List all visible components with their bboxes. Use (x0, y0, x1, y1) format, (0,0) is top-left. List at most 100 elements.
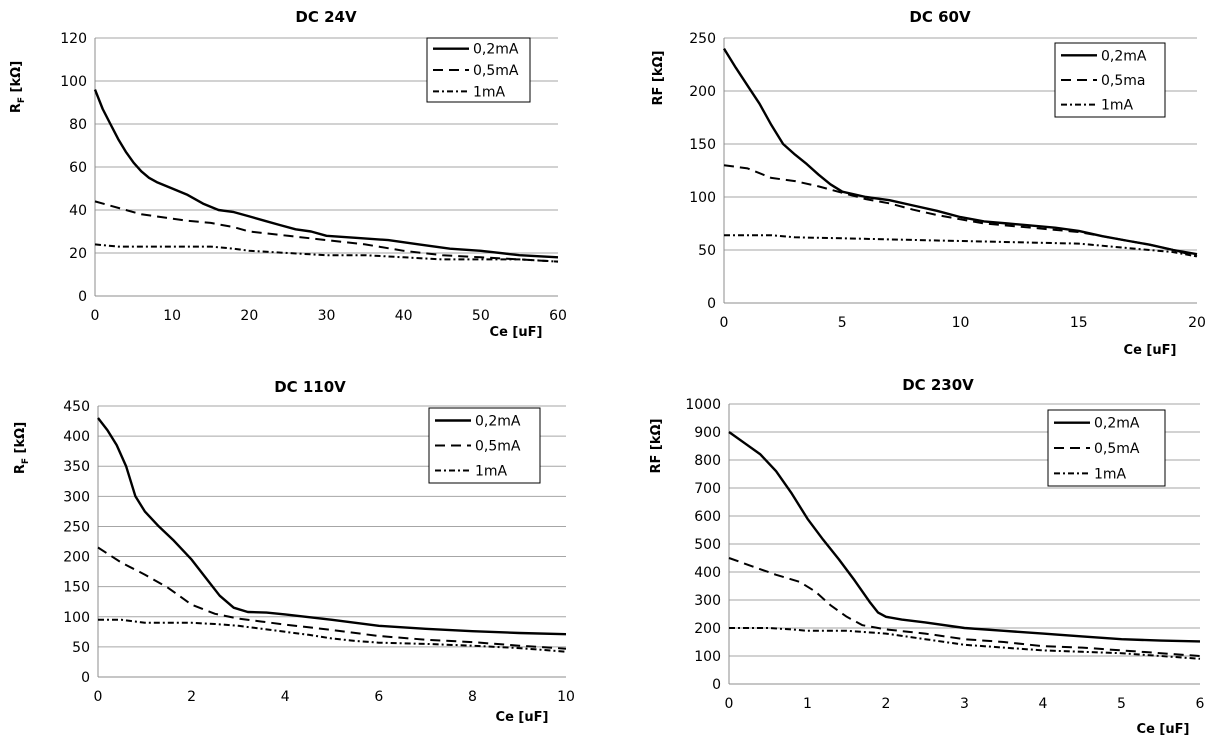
y-axis-label: RF [kΩ] (9, 61, 27, 113)
y-tick-label: 500 (694, 537, 721, 553)
y-tick-label: 150 (63, 580, 90, 596)
y-tick-label: 0 (712, 677, 721, 693)
legend-label: 1mA (473, 84, 506, 100)
x-tick-label: 60 (549, 308, 567, 324)
legend-label: 0,2mA (1094, 416, 1140, 432)
series-line-2 (97, 546, 567, 650)
legend-label: 1mA (1094, 466, 1127, 482)
x-tick-label: 2 (882, 696, 891, 712)
legend: 0,2mA 0,5mA 1mA (428, 407, 541, 484)
y-tick-label: 900 (694, 425, 721, 441)
y-tick-label: 20 (69, 246, 87, 262)
legend-label: 1mA (475, 464, 508, 480)
legend-label: 0,5mA (1094, 441, 1140, 457)
chart-dc-230v: 0 100 200 300 400 500 600 700 800 900 1000 0 1 2 3 4 5 6 D… (649, 376, 1205, 737)
y-tick-label: 400 (63, 429, 90, 445)
y-tick-label: 100 (694, 649, 721, 665)
x-tick-label: 40 (395, 308, 413, 324)
y-tick-label: 350 (63, 459, 90, 475)
y-tick-label: 200 (63, 550, 90, 566)
chart-dc-110v: 0 50 100 150 200 250 300 350 400 450 0 2 4 6 8 10 DC 110… (13, 378, 575, 725)
chart-title: DC 230V (902, 376, 974, 394)
series-line-3 (98, 618, 567, 653)
y-tick-label: 700 (694, 481, 721, 497)
y-tick-label: 100 (63, 610, 90, 626)
y-tick-label: 60 (69, 160, 87, 176)
x-tick-label: 5 (1117, 696, 1126, 712)
y-tick-label: 300 (694, 593, 721, 609)
y-tick-label: 50 (698, 243, 716, 259)
x-axis-label: Ce [uF] (496, 710, 549, 725)
x-tick-label: 0 (725, 696, 734, 712)
x-axis-label: Ce [uF] (1137, 722, 1190, 737)
y-tick-label: 100 (60, 74, 87, 90)
x-tick-label: 30 (318, 308, 336, 324)
series-line-1 (728, 431, 1201, 643)
series-line-1 (97, 417, 567, 636)
x-axis-label: Ce [uF] (490, 325, 543, 340)
chart-dc-60v: 0 50 100 150 200 250 0 5 10 15 20 DC 60V Ce [uF] RF [… (651, 8, 1206, 358)
y-tick-label: 600 (694, 509, 721, 525)
x-tick-label: 0 (720, 315, 729, 331)
legend: 0,2mA 0,5mA 1mA (1047, 409, 1166, 487)
x-tick-label: 6 (1196, 696, 1205, 712)
y-tick-label: 50 (72, 640, 90, 656)
y-tick-label: 80 (69, 117, 87, 133)
x-tick-label: 1 (803, 696, 812, 712)
legend-label: 1mA (1101, 98, 1134, 114)
x-tick-label: 5 (838, 315, 847, 331)
series-line-3 (724, 234, 1198, 258)
series-line-1 (93, 89, 559, 259)
chart-title: DC 24V (295, 8, 357, 26)
y-tick-label: 100 (689, 190, 716, 206)
x-tick-label: 50 (472, 308, 490, 324)
y-tick-label: 150 (689, 137, 716, 153)
y-tick-label: 40 (69, 203, 87, 219)
x-tick-label: 2 (187, 689, 196, 705)
legend-label: 0,5mA (473, 63, 519, 79)
legend-label: 0,2mA (1101, 48, 1147, 64)
series-line-2 (723, 164, 1198, 258)
y-tick-label: 200 (689, 84, 716, 100)
x-tick-label: 4 (281, 689, 290, 705)
x-tick-label: 20 (1188, 315, 1206, 331)
x-tick-label: 20 (240, 308, 258, 324)
x-tick-label: 10 (163, 308, 181, 324)
x-tick-label: 3 (960, 696, 969, 712)
y-tick-label: 200 (694, 621, 721, 637)
x-tick-label: 15 (1070, 315, 1088, 331)
y-tick-label: 0 (78, 289, 87, 305)
x-tick-label: 10 (952, 315, 970, 331)
legend: 0,2mA 0,5mA 1mA (426, 37, 531, 103)
y-tick-label: 120 (60, 31, 87, 47)
y-tick-label: 250 (689, 31, 716, 47)
y-axis-label: RF [kΩ] (651, 51, 666, 106)
chart-title: DC 60V (909, 8, 971, 26)
y-axis-label: RF [kΩ] (649, 419, 664, 474)
x-axis-label: Ce [uF] (1124, 343, 1177, 358)
chart-dc-24v: 0 20 40 60 80 100 120 0 10 20 30 40 50 60 DC 24V Ce [uF… (9, 8, 567, 340)
series-line-3 (94, 243, 559, 263)
chart-title: DC 110V (274, 378, 346, 396)
series-line-2 (94, 200, 559, 263)
series-line-3 (729, 627, 1201, 660)
legend-label: 0,2mA (473, 42, 519, 58)
y-tick-label: 0 (707, 296, 716, 312)
x-tick-label: 8 (468, 689, 477, 705)
legend: 0,2mA 0,5ma 1mA (1054, 42, 1166, 118)
x-tick-label: 0 (91, 308, 100, 324)
y-tick-label: 1000 (685, 397, 721, 413)
x-tick-label: 10 (557, 689, 575, 705)
series-line-1 (722, 47, 1198, 256)
y-tick-label: 450 (63, 399, 90, 415)
y-tick-label: 250 (63, 519, 90, 535)
x-tick-label: 4 (1039, 696, 1048, 712)
y-tick-label: 800 (694, 453, 721, 469)
series-line-2 (728, 557, 1201, 657)
legend-label: 0,5ma (1101, 73, 1145, 89)
y-tick-label: 300 (63, 489, 90, 505)
y-axis-label: RF [kΩ] (13, 422, 31, 474)
x-tick-label: 6 (374, 689, 383, 705)
legend-label: 0,2mA (475, 414, 521, 430)
